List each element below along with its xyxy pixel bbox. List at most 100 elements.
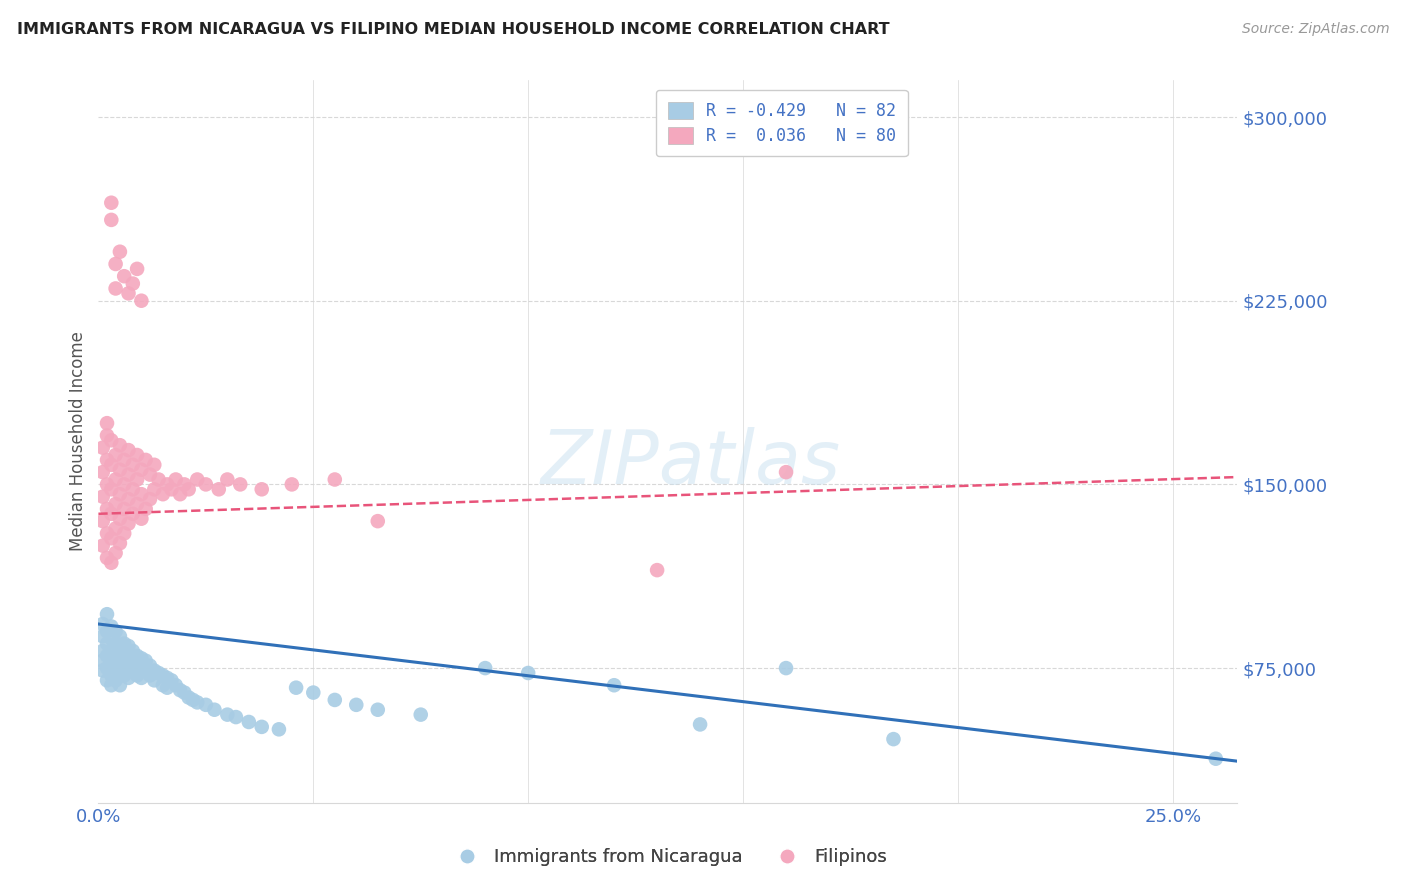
Point xyxy=(104,637,127,651)
Point xyxy=(100,678,122,692)
Point xyxy=(323,693,346,707)
Point xyxy=(344,698,367,712)
Point xyxy=(281,477,304,491)
Point xyxy=(100,458,122,472)
Point xyxy=(91,654,114,668)
Point xyxy=(100,213,122,227)
Point xyxy=(117,661,139,675)
Point xyxy=(139,467,162,482)
Point xyxy=(143,673,166,688)
Point xyxy=(96,416,118,430)
Point xyxy=(302,685,325,699)
Point xyxy=(108,629,131,643)
Point xyxy=(156,681,179,695)
Text: Source: ZipAtlas.com: Source: ZipAtlas.com xyxy=(1241,22,1389,37)
Point xyxy=(117,651,139,665)
Point xyxy=(100,507,122,521)
Point xyxy=(104,521,127,535)
Point xyxy=(108,665,131,680)
Point xyxy=(108,244,131,259)
Point xyxy=(148,473,170,487)
Point xyxy=(143,483,166,497)
Point xyxy=(112,648,135,663)
Point xyxy=(108,641,131,656)
Point xyxy=(139,658,162,673)
Point xyxy=(91,629,114,643)
Point xyxy=(112,637,135,651)
Point xyxy=(165,473,187,487)
Point xyxy=(882,732,904,747)
Point xyxy=(91,644,114,658)
Point xyxy=(225,710,247,724)
Point xyxy=(112,668,135,682)
Point xyxy=(100,195,122,210)
Point xyxy=(645,563,668,577)
Point xyxy=(409,707,432,722)
Point xyxy=(91,664,114,678)
Point xyxy=(152,487,174,501)
Point xyxy=(127,448,149,462)
Point xyxy=(112,658,135,673)
Point xyxy=(96,502,118,516)
Point xyxy=(108,438,131,452)
Point xyxy=(367,514,389,528)
Point xyxy=(323,473,346,487)
Point xyxy=(91,441,114,455)
Point xyxy=(117,286,139,301)
Point xyxy=(91,539,114,553)
Point xyxy=(100,556,122,570)
Point xyxy=(104,281,127,295)
Point xyxy=(127,658,149,673)
Point xyxy=(121,507,143,521)
Point xyxy=(100,668,122,682)
Point xyxy=(143,458,166,472)
Point xyxy=(108,654,131,668)
Point xyxy=(117,467,139,482)
Point xyxy=(204,703,226,717)
Point xyxy=(104,473,127,487)
Point xyxy=(96,550,118,565)
Point xyxy=(474,661,496,675)
Point xyxy=(112,477,135,491)
Point xyxy=(104,448,127,462)
Point xyxy=(194,698,217,712)
Point xyxy=(131,651,153,665)
Point xyxy=(108,536,131,550)
Point xyxy=(160,673,183,688)
Point xyxy=(169,683,191,698)
Point xyxy=(104,546,127,560)
Point xyxy=(169,487,191,501)
Point xyxy=(131,671,153,685)
Point xyxy=(194,477,217,491)
Point xyxy=(117,639,139,653)
Point xyxy=(100,531,122,545)
Point xyxy=(127,261,149,276)
Point xyxy=(96,607,118,622)
Point xyxy=(148,665,170,680)
Point xyxy=(160,483,183,497)
Point xyxy=(267,723,290,737)
Point xyxy=(100,619,122,633)
Point xyxy=(117,492,139,507)
Point xyxy=(139,492,162,507)
Point xyxy=(156,477,179,491)
Point xyxy=(91,514,114,528)
Point xyxy=(91,617,114,632)
Point xyxy=(689,717,711,731)
Point xyxy=(177,690,200,705)
Point xyxy=(143,664,166,678)
Point xyxy=(135,654,157,668)
Point xyxy=(112,453,135,467)
Point xyxy=(100,632,122,646)
Point xyxy=(285,681,308,695)
Point xyxy=(186,473,208,487)
Point xyxy=(135,664,157,678)
Point xyxy=(208,483,231,497)
Point xyxy=(127,668,149,682)
Point xyxy=(131,293,153,308)
Point xyxy=(775,661,797,675)
Point xyxy=(112,269,135,284)
Point xyxy=(156,671,179,685)
Point xyxy=(121,483,143,497)
Point xyxy=(127,473,149,487)
